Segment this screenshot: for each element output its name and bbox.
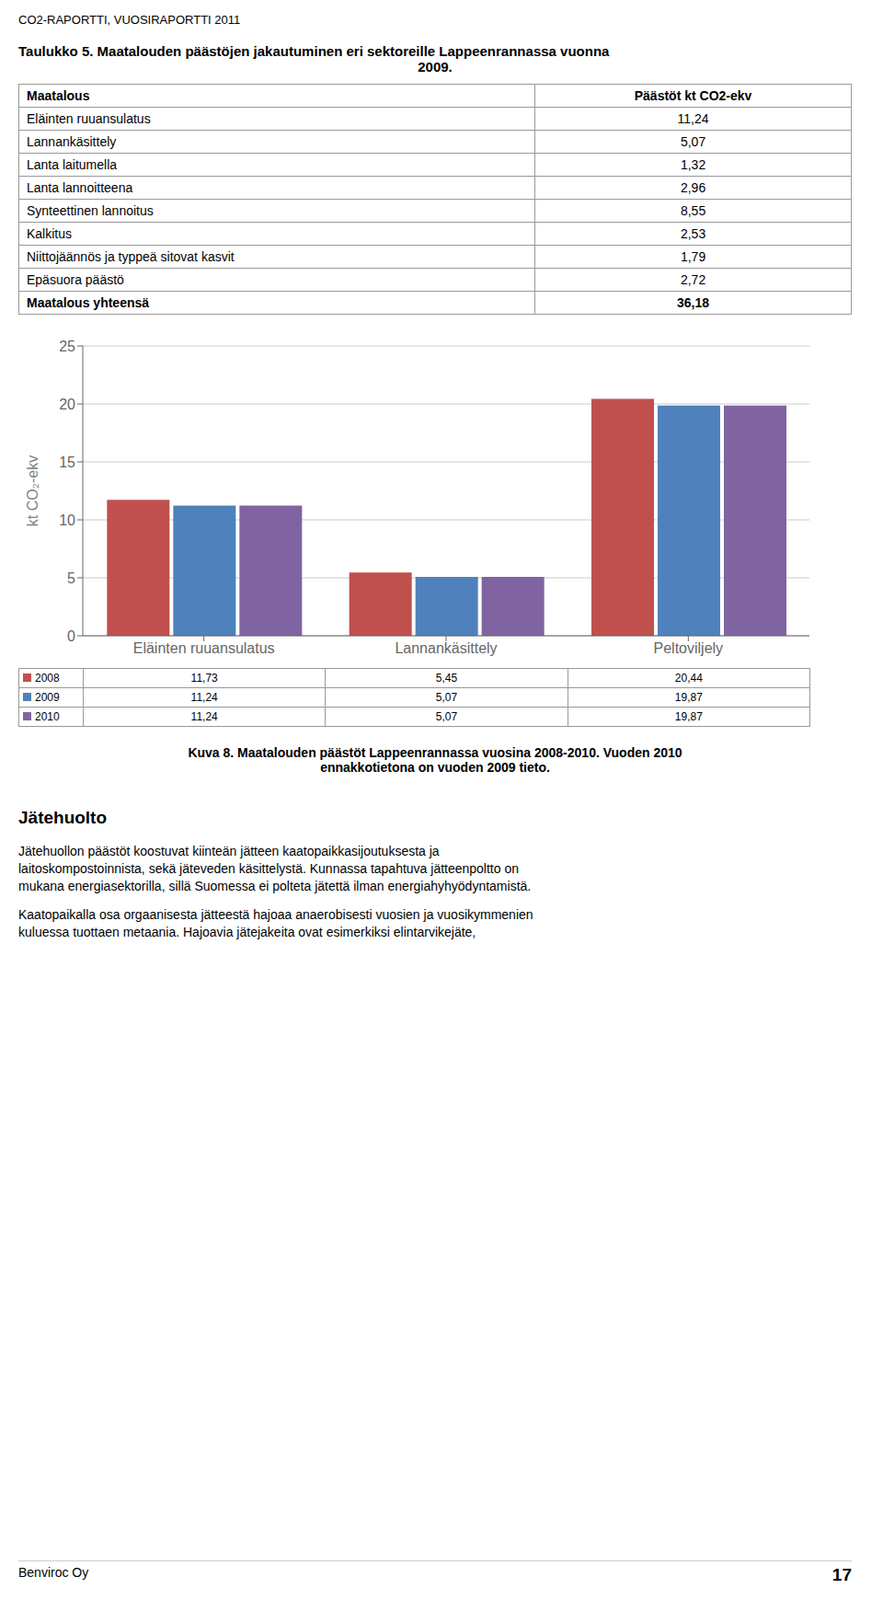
html-text:1,79: 1,79 <box>680 249 706 264</box>
html-text:Kaatopaikalla osa orgaanisesta: Kaatopaikalla osa orgaanisesta jätteestä… <box>18 906 534 922</box>
html-text:19,87: 19,87 <box>674 710 703 723</box>
html-text:2010: 2010 <box>34 710 60 723</box>
html-text:5,45: 5,45 <box>435 671 458 685</box>
html-text:19,87: 19,87 <box>674 690 703 704</box>
svg-text:15: 15 <box>58 454 76 471</box>
html-text:Lanta lannoitteena: Lanta lannoitteena <box>26 180 133 195</box>
html-text:2009.: 2009. <box>417 58 453 75</box>
svg-text:0: 0 <box>67 628 76 644</box>
html-text:kuluessa tuottaen metaania. Ha: kuluessa tuottaen metaania. Hajoavia jät… <box>18 924 476 940</box>
html-text:laitoskompostoinnista, sekä jä: laitoskompostoinnista, sekä jäteveden kä… <box>18 860 519 876</box>
html-text:5,07: 5,07 <box>435 710 458 723</box>
svg-text:20: 20 <box>58 396 76 413</box>
html-text:Päästöt kt CO2-ekv: Päästöt kt CO2-ekv <box>634 88 752 104</box>
html-text:8,55: 8,55 <box>680 203 706 218</box>
html-text:2,53: 2,53 <box>680 226 706 241</box>
html-text:20,44: 20,44 <box>674 671 703 685</box>
svg-text:kt CO₂-ekv: kt CO₂-ekv <box>24 455 41 527</box>
html-text:17: 17 <box>832 1564 852 1584</box>
svg-text:Eläinten ruuansulatus: Eläinten ruuansulatus <box>133 640 276 656</box>
html-text:Jätehuolto: Jätehuolto <box>18 807 107 827</box>
html-text:Jätehuollon päästöt koostuvat: Jätehuollon päästöt koostuvat kiinteän j… <box>18 843 440 859</box>
html-text:Lanta laitumella: Lanta laitumella <box>26 157 117 173</box>
html-text:11,24: 11,24 <box>190 710 218 723</box>
svg-text:5: 5 <box>67 570 76 586</box>
html-text:36,18: 36,18 <box>676 295 710 310</box>
html-text:11,24: 11,24 <box>190 690 218 704</box>
html-text:ennakkotietona on vuoden 2009: ennakkotietona on vuoden 2009 tieto. <box>320 759 550 775</box>
html-text:Epäsuora päästö: Epäsuora päästö <box>26 272 125 287</box>
html-text:Eläinten ruuansulatus: Eläinten ruuansulatus <box>26 111 151 127</box>
html-text:CO2-RAPORTTI, VUOSIRAPORTTI 20: CO2-RAPORTTI, VUOSIRAPORTTI 2011 <box>18 12 241 27</box>
html-text:Maatalous yhteensä: Maatalous yhteensä <box>26 295 150 310</box>
html-text:2,96: 2,96 <box>680 180 706 195</box>
svg-text:Peltoviljely: Peltoviljely <box>653 640 724 656</box>
html-text:Taulukko 5. Maatalouden päästö: Taulukko 5. Maatalouden päästöjen jakaut… <box>18 43 610 59</box>
html-text:1,32: 1,32 <box>680 157 706 173</box>
html-text:Maatalous: Maatalous <box>26 88 90 104</box>
html-text:Synteettinen lannoitus: Synteettinen lannoitus <box>26 203 154 218</box>
html-text:2008: 2008 <box>34 671 60 685</box>
html-text:11,24: 11,24 <box>677 111 709 127</box>
html-text:mukana energiasektorilla, sill: mukana energiasektorilla, sillä Suomessa… <box>18 878 531 894</box>
html-text:5,07: 5,07 <box>435 690 458 704</box>
svg-text:10: 10 <box>58 512 76 528</box>
html-text:2,72: 2,72 <box>680 272 706 287</box>
svg-text:25: 25 <box>58 338 76 355</box>
html-text:Niittojäännös ja typpeä sitova: Niittojäännös ja typpeä sitovat kasvit <box>26 249 235 264</box>
html-text:Benviroc Oy: Benviroc Oy <box>18 1564 89 1580</box>
html-text:Kalkitus: Kalkitus <box>26 226 72 241</box>
svg-text:Lannankäsittely: Lannankäsittely <box>394 640 497 656</box>
html-text:Kuva 8. Maatalouden päästöt La: Kuva 8. Maatalouden päästöt Lappeenranna… <box>188 745 683 760</box>
html-text:2009: 2009 <box>34 690 60 704</box>
html-text:5,07: 5,07 <box>680 134 706 150</box>
html-text:11,73: 11,73 <box>190 671 218 685</box>
html-text:Lannankäsittely: Lannankäsittely <box>26 134 117 150</box>
